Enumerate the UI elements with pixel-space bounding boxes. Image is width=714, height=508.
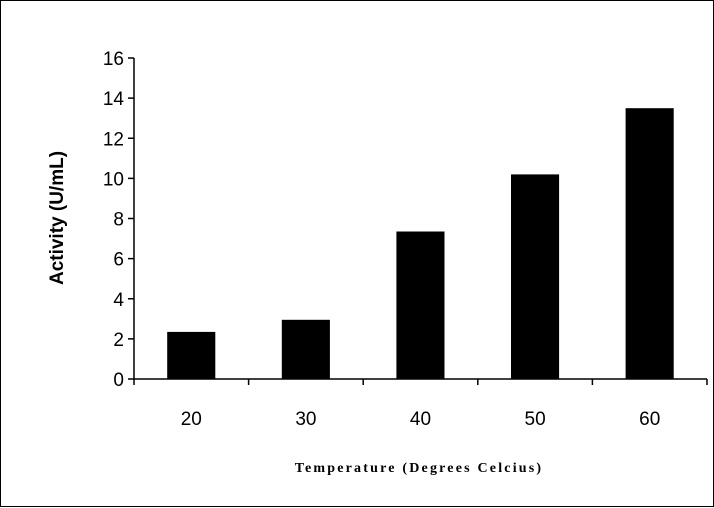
y-tick-label: 12 (103, 129, 124, 150)
bar-60 (625, 108, 674, 379)
y-tick-label: 4 (113, 290, 124, 311)
x-tick-label: 60 (639, 409, 660, 430)
bar-20 (167, 331, 216, 379)
y-tick-label: 8 (113, 210, 124, 231)
y-tick-label: 2 (113, 330, 124, 351)
x-tick-label: 40 (410, 409, 431, 430)
y-tick-label: 0 (113, 370, 124, 391)
x-tick-label: 50 (525, 409, 546, 430)
y-tick-label: 6 (113, 250, 124, 271)
y-axis: 0 2 4 6 8 10 12 14 16 (103, 49, 135, 391)
bars-group (167, 108, 674, 379)
x-tick-label: 30 (295, 409, 316, 430)
y-tick-label: 16 (103, 49, 124, 70)
bar-40 (396, 231, 445, 379)
x-axis-title: Temperature (Degrees Celcius) (295, 461, 544, 476)
bar-30 (281, 319, 330, 379)
y-tick-label: 14 (103, 89, 125, 110)
x-axis: 20 30 40 50 60 (133, 378, 708, 430)
y-axis-title: Activity (U/mL) (47, 151, 68, 285)
x-tick-label: 20 (181, 409, 202, 430)
y-tick-label: 10 (103, 169, 124, 190)
bar-50 (511, 174, 560, 379)
